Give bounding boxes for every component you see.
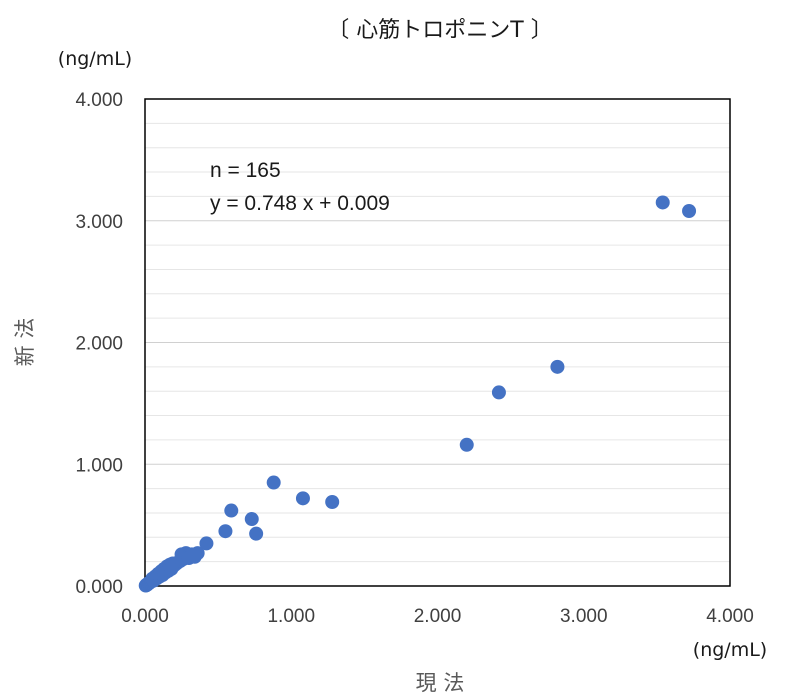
data-point (199, 536, 214, 551)
x-tick-label: 0.000 (121, 606, 169, 627)
data-point (655, 195, 670, 210)
chart-title: 〔 心筋トロポニンT 〕 (327, 18, 552, 43)
x-axis-unit: (ng/mL) (693, 639, 767, 661)
y-axis-title: 新 法 (13, 318, 37, 367)
data-point (164, 561, 179, 576)
y-tick-label: 2.000 (75, 334, 123, 355)
data-point (491, 385, 506, 400)
sample-size-annotation: n = 165 (210, 159, 281, 182)
y-tick-label: 3.000 (75, 212, 123, 233)
x-axis-title: 現 法 (416, 671, 465, 695)
y-axis-unit: (ng/mL) (58, 48, 132, 70)
x-tick-label: 4.000 (706, 606, 754, 627)
data-point (682, 204, 697, 219)
data-point (266, 475, 281, 490)
y-tick-label: 0.000 (75, 577, 123, 598)
grid-lines (145, 122, 730, 563)
x-tick-label: 1.000 (267, 606, 315, 627)
data-point (459, 437, 474, 452)
data-point (244, 512, 259, 527)
data-point (181, 550, 196, 565)
y-tick-labels: 0.000 1.000 2.000 3.000 4.000 (75, 90, 123, 598)
plot-area-frame (144, 98, 731, 587)
x-tick-label: 3.000 (560, 606, 608, 627)
data-point (218, 524, 233, 539)
x-tick-label: 2.000 (414, 606, 462, 627)
data-point (550, 359, 565, 374)
y-tick-label: 4.000 (75, 90, 123, 111)
data-point (325, 494, 340, 509)
regression-equation-annotation: y = 0.748 x + 0.009 (210, 192, 390, 215)
data-point (249, 526, 264, 541)
data-point (224, 503, 239, 518)
x-tick-labels: 0.000 1.000 2.000 3.000 4.000 (121, 606, 754, 627)
data-points (138, 195, 697, 593)
y-tick-label: 1.000 (75, 455, 123, 476)
data-point (295, 491, 310, 506)
